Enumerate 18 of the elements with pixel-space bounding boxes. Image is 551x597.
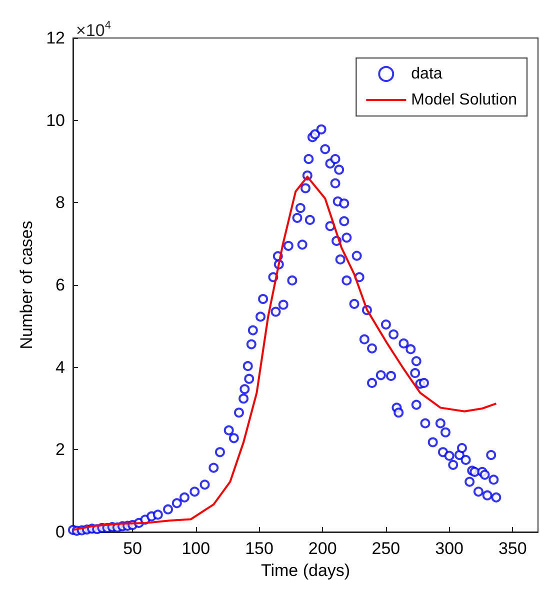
x-tick-label: 250	[372, 539, 400, 558]
y-tick-label: 4	[56, 358, 65, 377]
x-axis-title: Time (days)	[260, 561, 350, 580]
x-tick-label: 350	[498, 539, 527, 558]
x-tick-label: 100	[182, 539, 210, 558]
x-tick-label: 50	[123, 539, 142, 558]
y-tick-label: 8	[56, 193, 65, 212]
legend-label: Model Solution	[411, 92, 517, 108]
y-tick-label: 2	[56, 440, 65, 460]
x-tick-label: 200	[308, 539, 337, 558]
y-tick-label: 10	[46, 110, 65, 130]
x-tick-label: 150	[245, 539, 274, 558]
legend-label: data	[411, 66, 442, 82]
y-axis-title: Number of cases	[17, 220, 36, 350]
y-tick-label: 0	[56, 522, 65, 542]
x-tick-label: 300	[435, 539, 464, 558]
y-tick-label: 6	[56, 276, 65, 294]
y-tick-label: 12	[46, 28, 65, 48]
